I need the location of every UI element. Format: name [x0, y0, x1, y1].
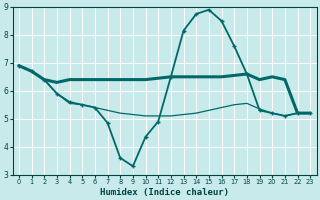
X-axis label: Humidex (Indice chaleur): Humidex (Indice chaleur) [100, 188, 229, 197]
